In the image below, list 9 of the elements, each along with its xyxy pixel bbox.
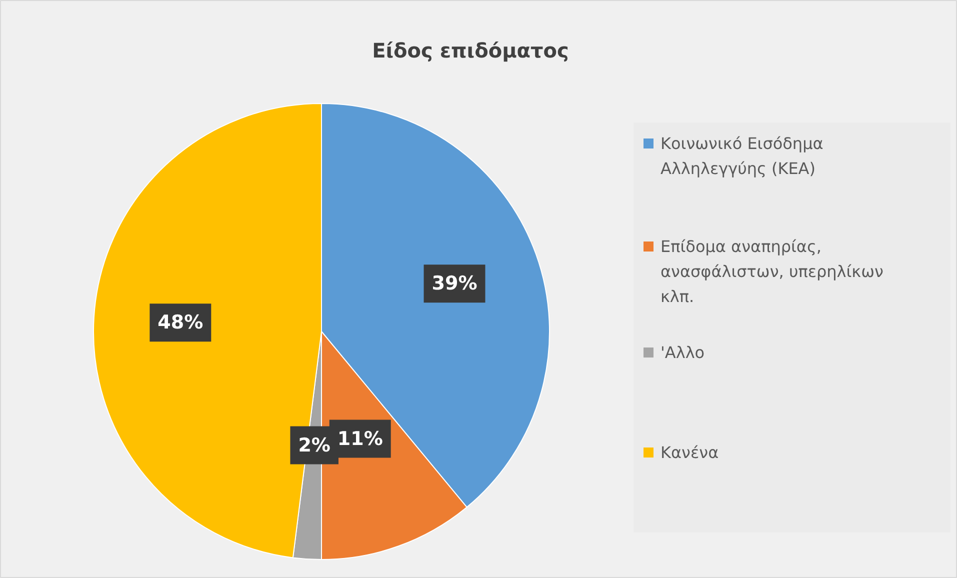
data-label: 11%: [337, 428, 383, 450]
legend-label: 'Αλλο: [660, 343, 705, 362]
legend-label: Επίδομα αναπηρίας, ανασφάλιστων, υπερηλίκων κλπ.: [660, 237, 884, 306]
data-label: 48%: [158, 312, 204, 334]
legend-label: Κοινωνικό Εισόδημα Αλληλεγγύης (ΚΕΑ): [660, 134, 824, 178]
legend-label: Κανένα: [660, 443, 719, 462]
data-label: 39%: [432, 272, 478, 295]
chart-title: Είδος επιδόματος: [372, 38, 569, 62]
data-label: 2%: [298, 434, 330, 456]
